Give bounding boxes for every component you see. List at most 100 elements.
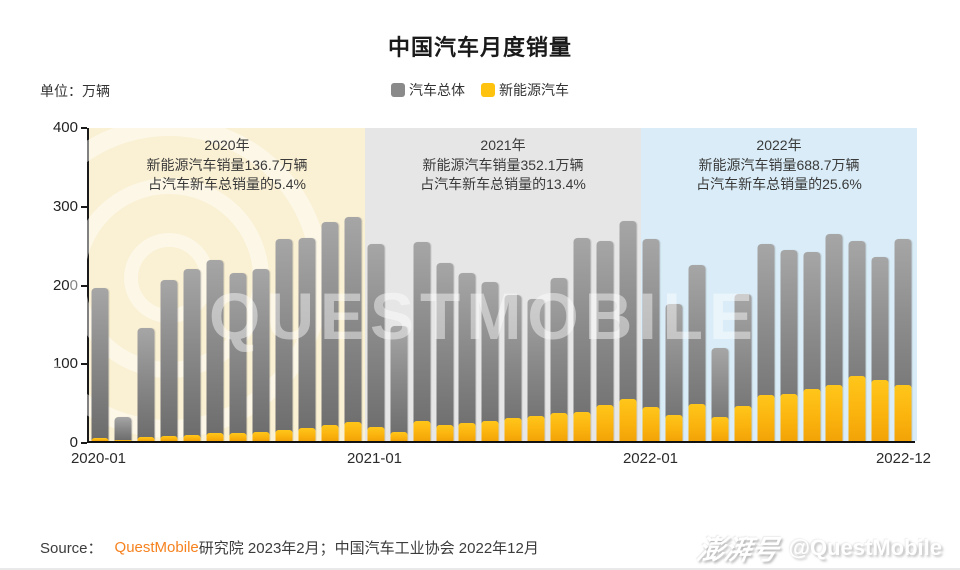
nev-bar-2021-02: [390, 432, 408, 441]
band-2021: [365, 128, 641, 441]
bar-slot-2021-09: [548, 128, 571, 441]
annotation-2020-sales: 新能源汽车销量136.7万辆: [146, 156, 308, 173]
nev-bar-2020-01: [91, 437, 109, 441]
plot-area: 2020年 新能源汽车销量136.7万辆 占汽车新车总销量的5.4% 2021年…: [9, 118, 917, 444]
total-bar-2020-03: [137, 328, 155, 441]
nev-bar-2020-04: [160, 435, 178, 441]
total-bar-2022-02: [665, 304, 683, 441]
nev-bar-2022-12: [894, 385, 912, 441]
bar-slot-2022-09: [823, 128, 846, 441]
legend-label-nev: 新能源汽车: [499, 82, 569, 98]
total-bar-2021-02: [390, 326, 408, 441]
total-bar-2020-08: [252, 268, 270, 441]
bar-slot-2022-10: [846, 128, 869, 441]
annotation-2022-sales: 新能源汽车销量688.7万辆: [698, 156, 860, 173]
legend-item-nev: 新能源汽车: [481, 80, 569, 100]
total-bar-2020-06: [206, 259, 224, 441]
nev-bar-2020-05: [183, 434, 201, 441]
bar-slot-2021-07: [502, 128, 525, 441]
bar-slot-2022-05: [731, 128, 754, 441]
nev-bar-2022-03: [688, 404, 706, 441]
bar-slot-2022-12: [892, 128, 915, 441]
nev-bar-2020-09: [275, 430, 293, 441]
platform-badge: 澎湃号: [694, 535, 781, 565]
bar-slot-2022-06: [754, 128, 777, 441]
bar-slot-2020-08: [250, 128, 273, 441]
bar-slot-2020-11: [318, 128, 341, 441]
nev-bar-2021-07: [504, 418, 522, 441]
total-bar-2022-07: [780, 250, 798, 441]
bar-slot-2022-04: [708, 128, 731, 441]
total-bar-2021-01: [367, 244, 385, 441]
total-bar-2020-07: [229, 273, 247, 441]
bar-slot-2020-06: [204, 128, 227, 441]
annotation-2020-share: 占汽车新车总销量的5.4%: [148, 176, 306, 192]
bar-slot-2020-12: [341, 128, 364, 441]
nev-bar-2022-01: [642, 407, 660, 441]
total-bar-2021-06: [481, 281, 499, 441]
bar-slot-2020-05: [181, 128, 204, 441]
source-line: Source： QuestMobile 研究院 2023年2月；中国汽车工业协会…: [40, 537, 539, 558]
total-bar-2021-11: [596, 241, 614, 441]
nev-bar-2021-12: [619, 399, 637, 441]
nev-bar-2021-01: [367, 426, 385, 441]
platform-watermark: 澎湃号 @QuestMobile: [694, 528, 942, 567]
nev-bar-2021-03: [413, 421, 431, 441]
bar-slot-2020-01: [89, 128, 112, 441]
bar-slot-2020-09: [273, 128, 296, 441]
band-2022: [641, 128, 917, 441]
x-tick-label-2022-12: 2022-12: [875, 450, 932, 467]
y-tick-label-300: 300: [52, 197, 78, 215]
nev-bar-2022-11: [871, 380, 889, 441]
y-tick-mark-400: [81, 127, 87, 129]
page-title: 中国汽车月度销量: [387, 35, 572, 60]
total-bar-2022-01: [642, 239, 660, 441]
annotation-2020-year: 2020年: [204, 137, 250, 153]
nev-bar-2022-09: [825, 385, 843, 441]
nev-bar-2020-03: [137, 437, 155, 441]
nev-bar-2022-02: [665, 415, 683, 441]
total-bar-2021-03: [413, 241, 431, 441]
total-bar-2021-05: [458, 273, 476, 441]
y-axis-unit-label: 单位：万辆: [40, 83, 110, 99]
total-bar-2020-02: [114, 416, 132, 441]
total-bar-2021-07: [504, 294, 522, 441]
annotation-2022-year: 2022年: [756, 137, 802, 153]
nev-bar-2021-08: [527, 415, 545, 441]
total-bar-2022-03: [688, 264, 706, 441]
annotation-2021-share: 占汽车新车总销量的13.4%: [420, 176, 586, 192]
total-bar-2020-12: [344, 217, 362, 441]
nev-bar-2020-12: [344, 422, 362, 441]
bar-slot-2021-08: [525, 128, 548, 441]
bar-slot-2020-03: [135, 128, 158, 441]
annotation-2021-year: 2021年: [480, 137, 526, 153]
source-rest: 研究院 2023年2月；中国汽车工业协会 2022年12月: [198, 540, 539, 557]
nev-bar-2021-09: [550, 413, 568, 441]
nev-bar-2022-06: [757, 394, 775, 441]
total-bar-2020-05: [183, 268, 201, 441]
bar-slot-2020-07: [227, 128, 250, 441]
bar-slot-2020-10: [295, 128, 318, 441]
bar-slot-2021-12: [617, 128, 640, 441]
bar-slot-2022-07: [777, 128, 800, 441]
nev-bar-2022-10: [848, 375, 866, 441]
x-tick-label-2022-01: 2022-01: [622, 450, 679, 467]
total-bar-2020-09: [275, 238, 293, 441]
nev-bar-2022-07: [780, 393, 798, 441]
total-bar-2020-01: [91, 288, 109, 441]
total-bar-2020-11: [321, 222, 339, 441]
total-bar-2021-10: [573, 237, 591, 441]
bar-slot-2021-06: [479, 128, 502, 441]
bar-slot-2020-04: [158, 128, 181, 441]
nev-bar-2021-05: [458, 422, 476, 441]
annotation-2022-share: 占汽车新车总销量的25.6%: [696, 176, 862, 192]
bar-slot-2021-05: [456, 128, 479, 441]
bar-slot-2022-11: [869, 128, 892, 441]
nev-bar-2022-05: [734, 406, 752, 441]
nev-bar-2020-08: [252, 432, 270, 441]
nev-bar-2020-06: [206, 433, 224, 441]
bar-slot-2022-02: [662, 128, 685, 441]
bar-slot-2021-04: [433, 128, 456, 441]
legend-item-total: 汽车总体: [391, 80, 465, 100]
